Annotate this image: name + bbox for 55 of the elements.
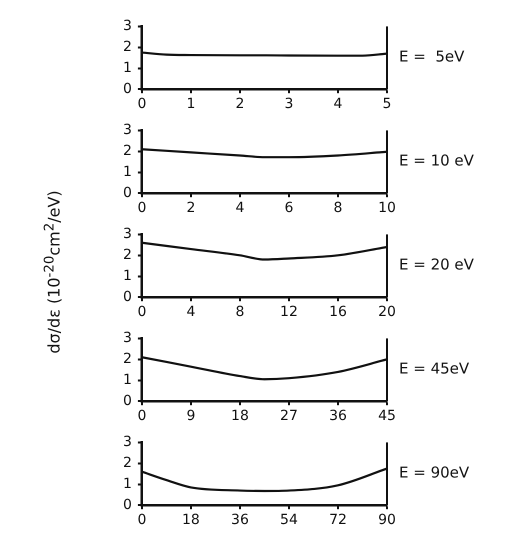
x-tick-label: 1 [186,96,196,112]
text: E = 10 eV [399,152,475,170]
y-tick-label: 3 [122,226,132,242]
y-tick-label: 2 [122,454,132,471]
y-tick-label: 0 [122,80,132,97]
y-tick-label: 1 [122,372,132,388]
text: E = 5eV [399,48,466,66]
x-tick-label: 36 [329,408,347,424]
y-tick-label: 0 [122,184,132,201]
y-tick-label: 2 [122,38,132,55]
x-tick-label: 3 [284,96,294,112]
x-tick-label: 72 [329,512,347,528]
x-tick-label: 2 [235,96,244,112]
x-tick-label: 16 [329,304,347,320]
x-tick-label: 4 [334,96,343,112]
x-tick-label: 2 [186,200,196,216]
y-tick-label: 0 [122,496,132,513]
y-tick-label: 3 [122,18,132,34]
x-tick-label: 10 [378,200,396,216]
y-tick-label: 2 [122,350,132,367]
x-tick-label: 90 [378,512,396,528]
y-tick-label: 0 [122,392,132,409]
x-tick-label: 4 [235,200,244,216]
x-tick-label: 45 [378,408,396,424]
x-tick-label: 0 [137,200,146,216]
x-tick-label: 4 [186,304,196,320]
y-tick-label: 3 [122,434,132,450]
x-tick-label: 36 [231,512,249,528]
y-tick-label: 1 [122,268,132,284]
text: E = 90eV [399,464,470,482]
y-tick-label: 1 [122,476,132,492]
y-tick-label: 2 [122,246,132,263]
x-tick-label: 27 [280,408,298,424]
x-tick-label: 0 [137,408,146,424]
x-tick-label: 20 [378,304,396,320]
x-tick-label: 8 [235,304,244,320]
x-tick-label: 0 [137,304,146,320]
x-tick-label: 18 [182,512,200,528]
y-tick-label: 3 [122,122,132,138]
x-tick-label: 8 [334,200,342,216]
y-tick-label: 1 [122,60,132,76]
y-tick-label: 2 [122,142,132,159]
x-tick-label: 6 [284,200,294,216]
y-tick-label: 3 [122,330,132,346]
y-tick-label: 1 [122,164,132,180]
x-tick-label: 18 [231,408,249,424]
x-tick-label: 0 [137,96,146,112]
x-tick-label: 12 [280,304,298,320]
x-tick-label: 5 [382,96,392,112]
x-tick-label: 0 [137,512,146,528]
text: E = 45eV [399,360,470,378]
y-tick-label: 0 [122,288,132,305]
text: E = 20 eV [399,256,475,274]
x-tick-label: 54 [280,512,298,528]
x-tick-label: 9 [186,408,196,424]
